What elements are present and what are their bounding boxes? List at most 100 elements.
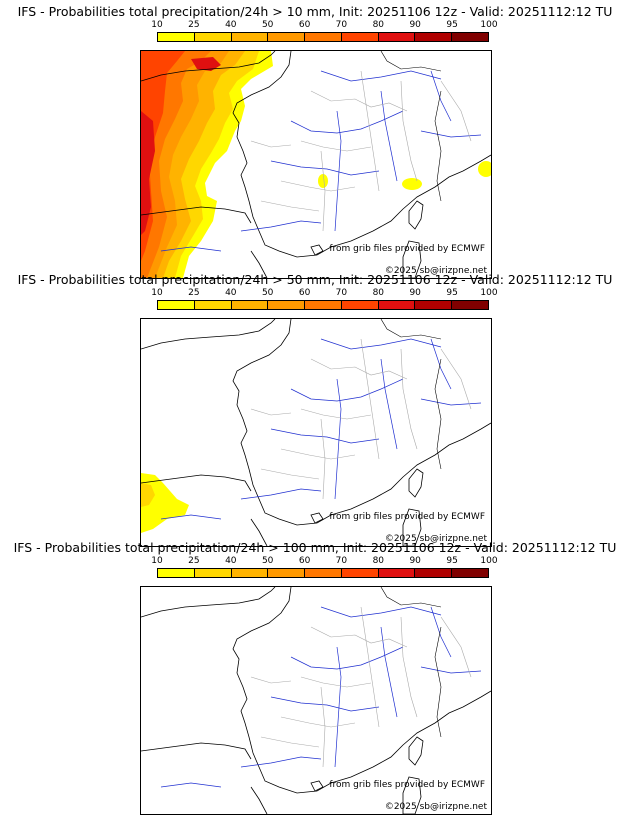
map-panel-100mm: IFS - Probabilities total precipitation/… xyxy=(0,540,630,815)
scale-swatch xyxy=(415,33,453,41)
credit-source: from grib files provided by ECMWF xyxy=(329,512,485,522)
map-panel-10mm: IFS - Probabilities total precipitation/… xyxy=(0,4,630,279)
credit-source: from grib files provided by ECMWF xyxy=(329,244,485,254)
prob-area-25 xyxy=(141,483,155,507)
scale-swatch xyxy=(194,301,232,309)
scale-swatch xyxy=(231,33,269,41)
country-borders xyxy=(380,587,442,738)
scale-swatch xyxy=(452,569,489,577)
scale-label: 60 xyxy=(298,20,311,30)
scale-swatch xyxy=(194,33,232,41)
scale-label: 90 xyxy=(409,556,421,566)
scale-label: 100 xyxy=(480,20,498,30)
map-panel-50mm: IFS - Probabilities total precipitation/… xyxy=(0,272,630,547)
scale-label: 60 xyxy=(298,288,311,298)
scale-label: 40 xyxy=(225,288,237,298)
scale-label: 40 xyxy=(225,556,237,566)
scale-swatch xyxy=(305,33,342,41)
scale-swatch xyxy=(158,569,195,577)
scale-label: 70 xyxy=(335,288,348,298)
colorscale-bar xyxy=(157,300,489,310)
scale-label: 80 xyxy=(372,556,385,566)
scale-swatch xyxy=(378,569,416,577)
credit-copyright: ©2025 sb@irizpne.net xyxy=(384,534,487,544)
colorscale-labels: 10 25 40 50 60 70 80 90 95 100 xyxy=(151,556,498,568)
prob-area-80 xyxy=(141,111,155,235)
panel-title: IFS - Probabilities total precipitation/… xyxy=(13,540,617,555)
scale-swatch xyxy=(158,301,195,309)
precipitation-map: from grib files provided by ECMWF ©2025 … xyxy=(140,318,492,547)
scale-swatch xyxy=(231,301,269,309)
coast-balearic xyxy=(310,244,324,256)
scale-label: 80 xyxy=(372,20,385,30)
probability-shading xyxy=(141,473,189,533)
scale-label: 50 xyxy=(261,288,274,298)
panel-title: IFS - Probabilities total precipitation/… xyxy=(17,4,613,19)
map-svg xyxy=(141,587,491,814)
prob-area-10-alps xyxy=(318,174,328,188)
scale-swatch xyxy=(194,569,232,577)
scale-swatch xyxy=(415,301,453,309)
rivers xyxy=(160,338,482,520)
colorscale-labels: 10 25 40 50 60 70 80 90 95 100 xyxy=(151,20,498,32)
scale-label: 70 xyxy=(335,556,348,566)
coastlines xyxy=(141,319,491,546)
prob-area-10-italy xyxy=(478,161,491,177)
scale-label: 10 xyxy=(151,288,163,298)
scale-swatch xyxy=(305,301,342,309)
credit-copyright: ©2025 sb@irizpne.net xyxy=(384,802,487,812)
coast-sardinia xyxy=(402,240,422,278)
prob-area-10 xyxy=(141,473,189,533)
scale-swatch xyxy=(341,301,379,309)
scale-label: 80 xyxy=(372,288,385,298)
scale-swatch xyxy=(268,33,306,41)
coastlines xyxy=(141,51,491,278)
credit-copyright: ©2025 sb@irizpne.net xyxy=(384,266,487,276)
coast-england xyxy=(141,51,276,82)
scale-label: 100 xyxy=(480,288,498,298)
scale-swatch xyxy=(158,33,195,41)
map-svg xyxy=(141,319,491,546)
scale-label: 90 xyxy=(409,20,421,30)
scale-label: 25 xyxy=(188,556,200,566)
borders xyxy=(250,606,472,768)
precipitation-map: from grib files provided by ECMWF ©2025 … xyxy=(140,50,492,279)
scale-label: 100 xyxy=(480,556,498,566)
borders xyxy=(250,70,472,232)
colorscale-bar xyxy=(157,32,489,42)
precipitation-map: from grib files provided by ECMWF ©2025 … xyxy=(140,586,492,815)
scale-label: 95 xyxy=(446,288,458,298)
probability-shading xyxy=(141,51,491,278)
prob-area-70 xyxy=(141,51,185,261)
scale-label: 10 xyxy=(151,556,163,566)
colorscale-bar xyxy=(157,568,489,578)
scale-swatch xyxy=(341,569,379,577)
scale-label: 50 xyxy=(261,556,274,566)
colorscale-labels: 10 25 40 50 60 70 80 90 95 100 xyxy=(151,288,498,300)
prob-area-80-n xyxy=(191,57,221,71)
country-borders xyxy=(380,319,442,470)
scale-swatch xyxy=(452,301,489,309)
coastlines xyxy=(141,587,491,814)
scale-label: 25 xyxy=(188,288,200,298)
scale-label: 10 xyxy=(151,20,163,30)
scale-label: 50 xyxy=(261,20,274,30)
scale-swatch xyxy=(341,33,379,41)
scale-swatch xyxy=(231,569,269,577)
country-borders xyxy=(380,51,442,202)
scale-swatch xyxy=(268,301,306,309)
scale-label: 60 xyxy=(298,556,311,566)
scale-label: 25 xyxy=(188,20,200,30)
scale-label: 40 xyxy=(225,20,237,30)
rivers xyxy=(160,606,482,788)
map-svg xyxy=(141,51,491,278)
coast-france-west xyxy=(232,51,491,258)
scale-swatch xyxy=(378,33,416,41)
scale-label: 70 xyxy=(335,20,348,30)
coast-spain-east xyxy=(250,250,268,278)
scale-swatch xyxy=(305,569,342,577)
prob-area-10-corsica-n xyxy=(402,178,422,190)
panel-title: IFS - Probabilities total precipitation/… xyxy=(17,272,613,287)
coast-corsica xyxy=(408,200,424,230)
scale-swatch xyxy=(268,569,306,577)
